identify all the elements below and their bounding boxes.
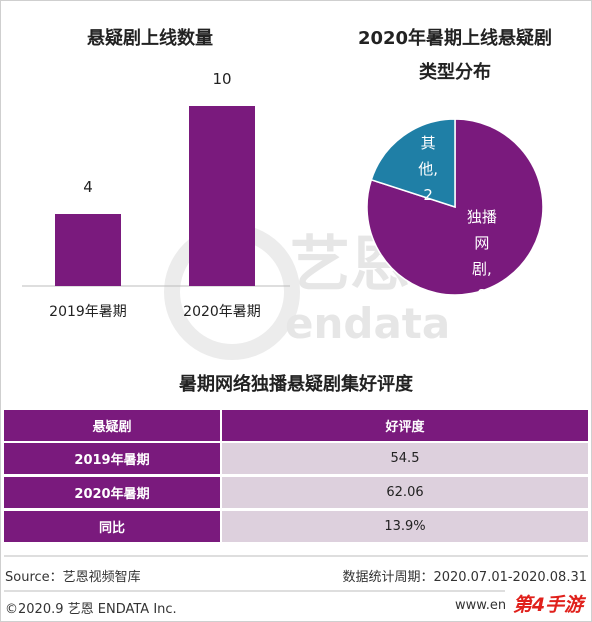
watermark-brand: endata xyxy=(285,299,450,348)
value-label: 4 xyxy=(83,178,93,196)
header-cell: 悬疑剧 xyxy=(4,410,220,441)
header-cell: 好评度 xyxy=(222,410,588,441)
pie-label: 独播网剧, 8 xyxy=(454,204,510,308)
source: Source：艺恩视频智库 xyxy=(5,570,141,585)
slice-value: 2 xyxy=(423,185,433,204)
pie-slice xyxy=(370,118,456,209)
value-label: 10 xyxy=(212,70,231,88)
pie-label: 其他, 2 xyxy=(400,130,456,208)
slice-name: 其他, xyxy=(418,133,438,178)
table-cell: 13.9% xyxy=(222,511,588,542)
bar xyxy=(189,106,255,286)
table-cell: 2020年暑期 xyxy=(4,477,220,508)
table-cell: 同比 xyxy=(4,511,220,542)
slice-value: 8 xyxy=(477,286,487,305)
table-title: 暑期网络独播悬疑剧集好评度 xyxy=(179,374,413,395)
bar-title: 悬疑剧上线数量 xyxy=(87,28,213,49)
table-cell: 62.06 xyxy=(222,477,588,508)
table-cell: 2019年暑期 xyxy=(4,443,220,474)
copyright: ©2020.9 艺恩 ENDATA Inc. xyxy=(5,602,177,617)
pie-title: 2020年暑期上线悬疑剧类型分布 xyxy=(357,28,553,83)
logo: 第4手游 xyxy=(505,590,591,620)
category-label: 2019年暑期 xyxy=(49,304,127,320)
slice-name: 独播网剧, xyxy=(466,208,497,279)
period: 数据统计周期：2020.07.01-2020.08.31 xyxy=(342,570,587,585)
table-cell: 54.5 xyxy=(222,443,588,474)
bar xyxy=(55,214,121,286)
category-label: 2020年暑期 xyxy=(183,304,261,320)
